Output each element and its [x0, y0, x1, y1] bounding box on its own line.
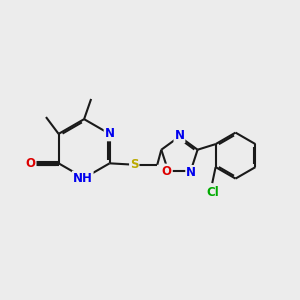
Text: NH: NH — [73, 172, 93, 184]
Text: O: O — [162, 164, 172, 178]
Text: N: N — [105, 128, 115, 140]
Text: N: N — [186, 166, 196, 179]
Text: N: N — [174, 130, 184, 142]
Text: S: S — [130, 158, 139, 171]
Text: Cl: Cl — [206, 186, 219, 199]
Text: O: O — [26, 157, 36, 170]
